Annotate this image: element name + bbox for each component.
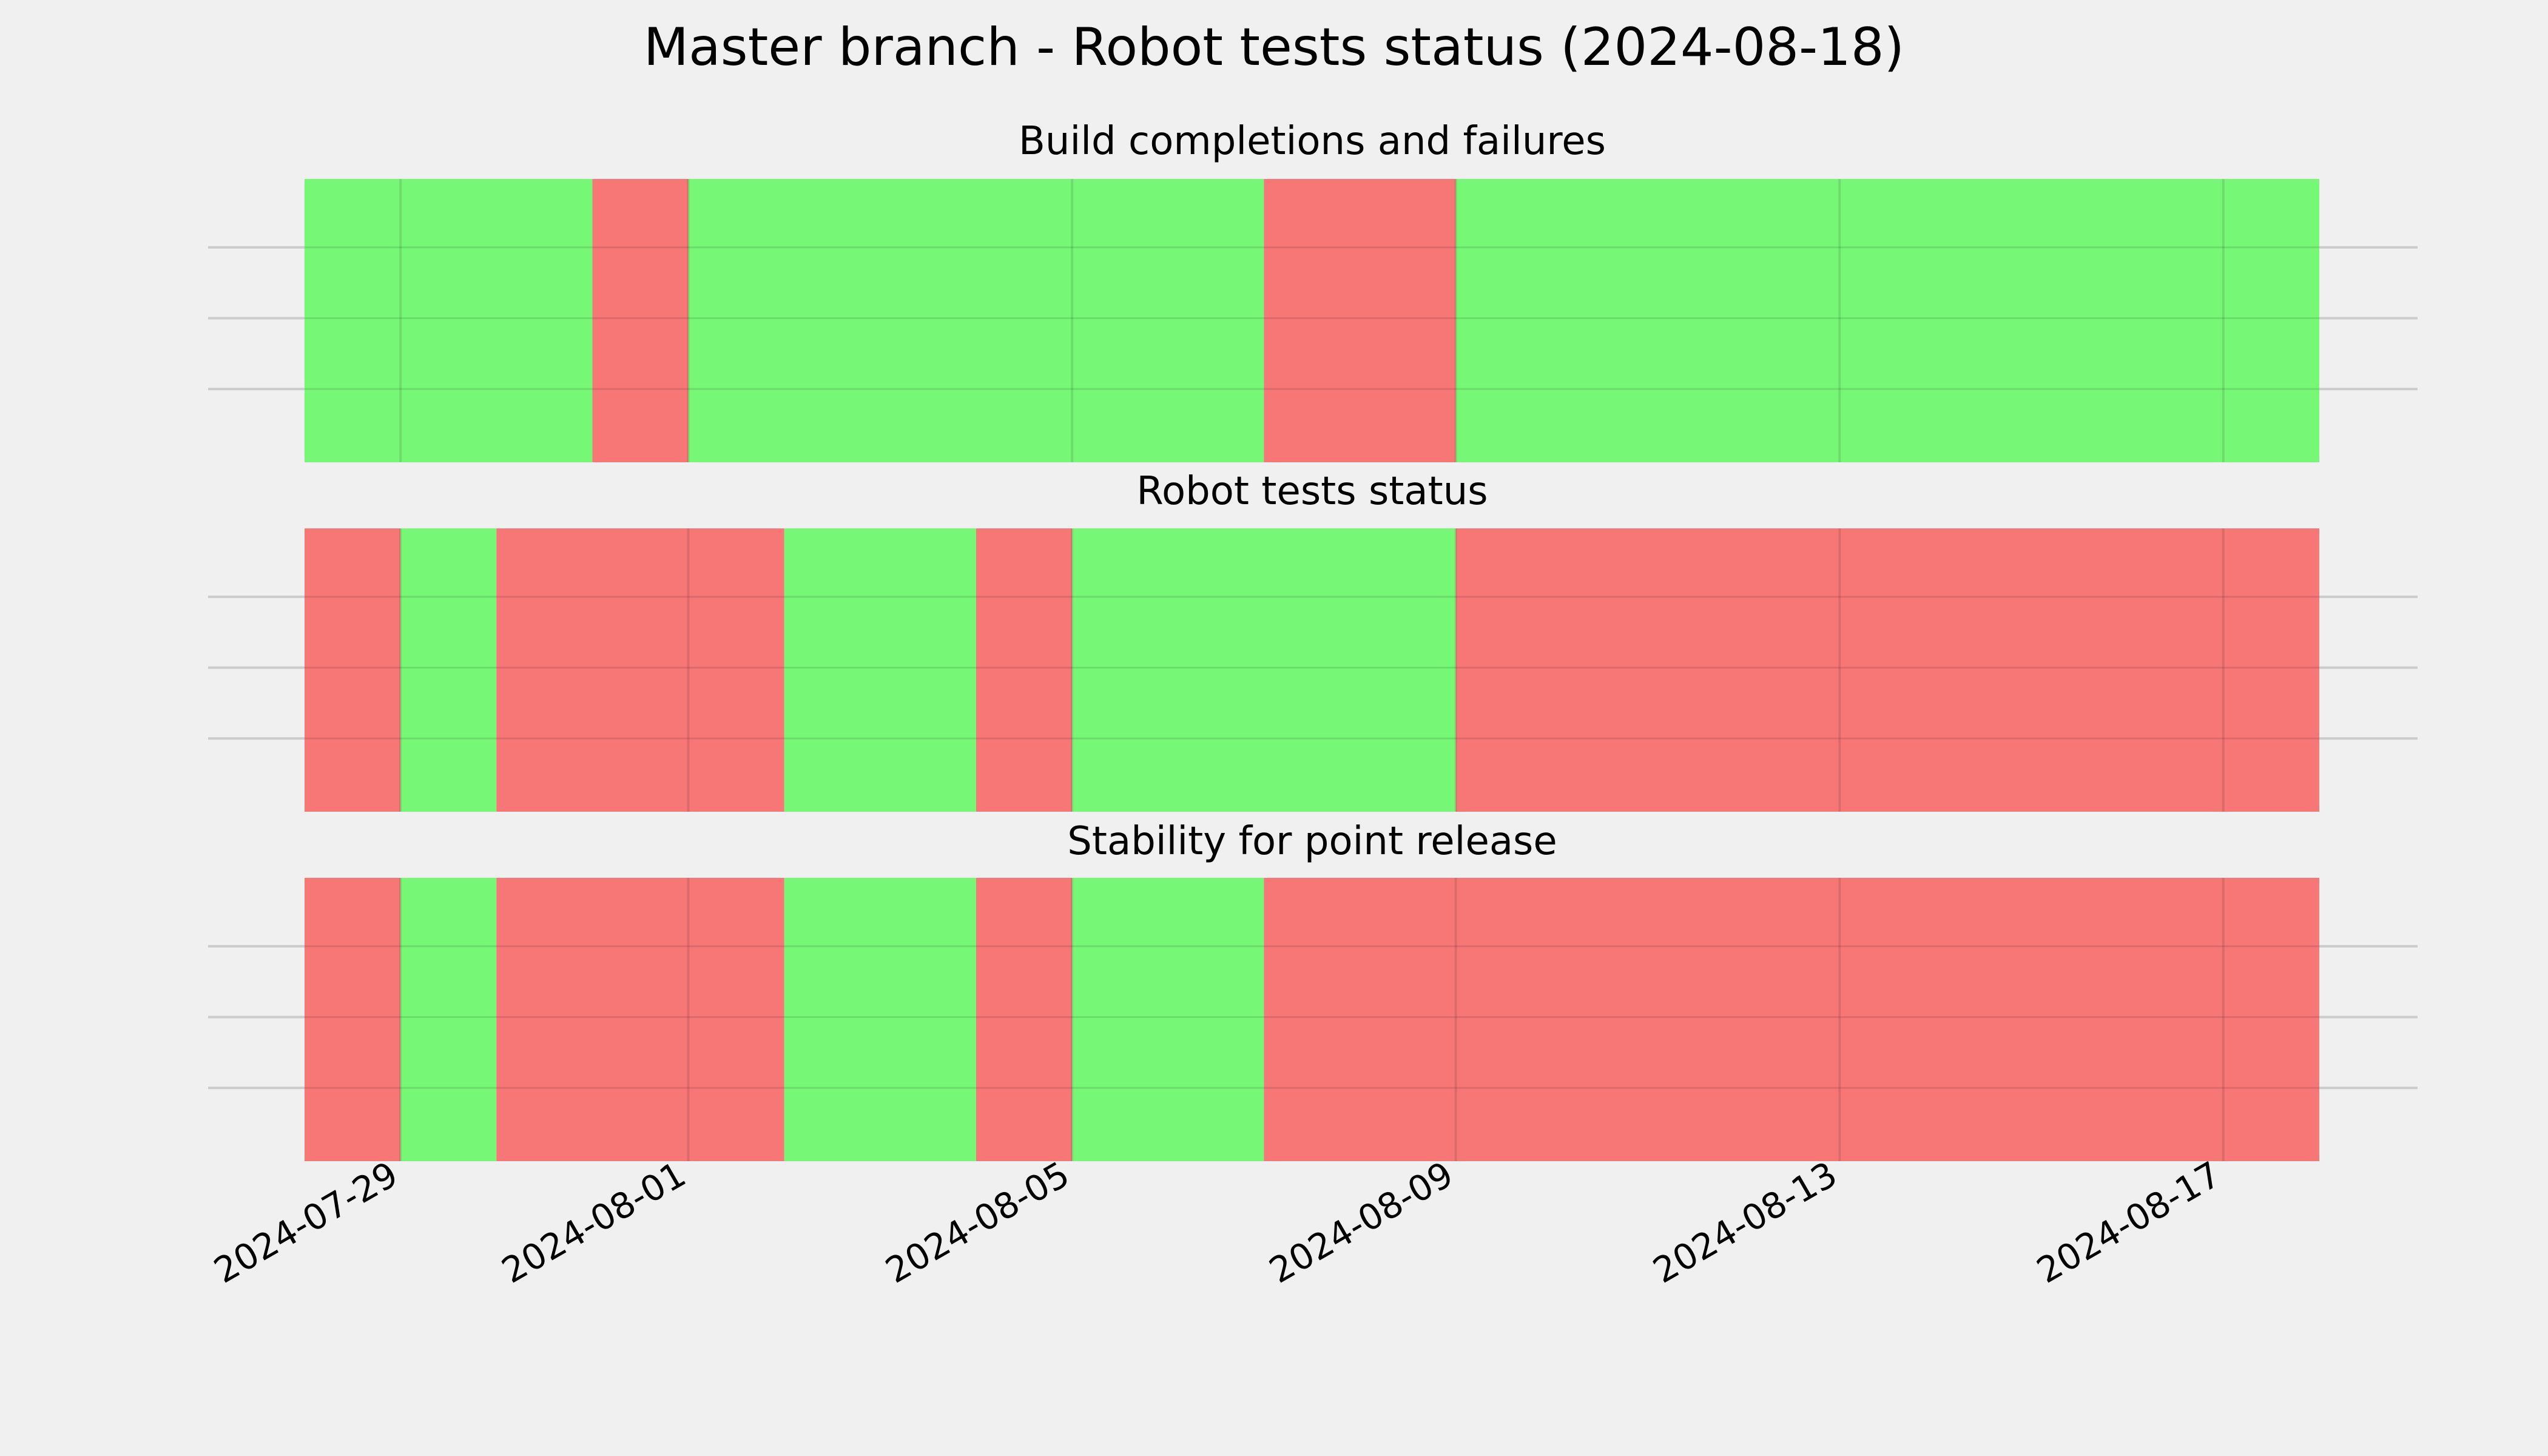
x-axis-ticks: 2024-07-29 2024-08-01 2024-08-05 2024-08-09… (207, 1153, 2228, 1291)
status-segment-pass (784, 878, 976, 1161)
status-segment-pass (784, 528, 976, 812)
panel-build-completions: Build completions and failures (208, 119, 2418, 462)
panel-vertical-grid (305, 528, 2319, 812)
x-tick-label: 2024-08-09 (1262, 1153, 1460, 1291)
x-tick-label: 2024-08-13 (1646, 1153, 1844, 1291)
status-segment-fail (1264, 179, 1456, 462)
status-segment-fail (496, 878, 784, 1161)
panel-title: Build completions and failures (1019, 119, 1606, 164)
panel-stability: Stability for point release (208, 819, 2418, 1161)
status-segment-fail (496, 528, 784, 812)
status-segment-fail (592, 179, 689, 462)
status-segment-pass (400, 528, 497, 812)
x-tick-label: 2024-08-17 (2030, 1153, 2228, 1291)
panel-vertical-grid (305, 179, 2319, 462)
status-segment-fail (976, 528, 1073, 812)
panel-segments (305, 878, 2319, 1161)
panel-robot-tests: Robot tests status (208, 469, 2418, 812)
x-tick-label: 2024-08-01 (495, 1153, 693, 1291)
x-tick-label: 2024-08-05 (878, 1153, 1076, 1291)
panel-title: Stability for point release (1067, 819, 1557, 864)
panel-vertical-grid (305, 878, 2319, 1161)
status-segment-pass (1072, 878, 1264, 1161)
status-segment-pass (1072, 528, 1456, 812)
panel-title: Robot tests status (1136, 469, 1488, 514)
x-tick-label: 2024-07-29 (207, 1153, 405, 1291)
status-segment-pass (400, 878, 497, 1161)
panel-segments (305, 179, 2319, 462)
figure-title: Master branch - Robot tests status (2024… (644, 17, 1904, 78)
status-segment-fail (1455, 528, 2319, 812)
status-segment-pass (688, 179, 1264, 462)
status-segment-fail (976, 878, 1073, 1161)
status-segment-pass (305, 179, 593, 462)
panel-segments (305, 528, 2319, 812)
status-segment-fail (1264, 878, 2319, 1161)
status-segment-pass (1455, 179, 2319, 462)
status-segment-fail (305, 878, 401, 1161)
status-segment-fail (305, 528, 401, 812)
